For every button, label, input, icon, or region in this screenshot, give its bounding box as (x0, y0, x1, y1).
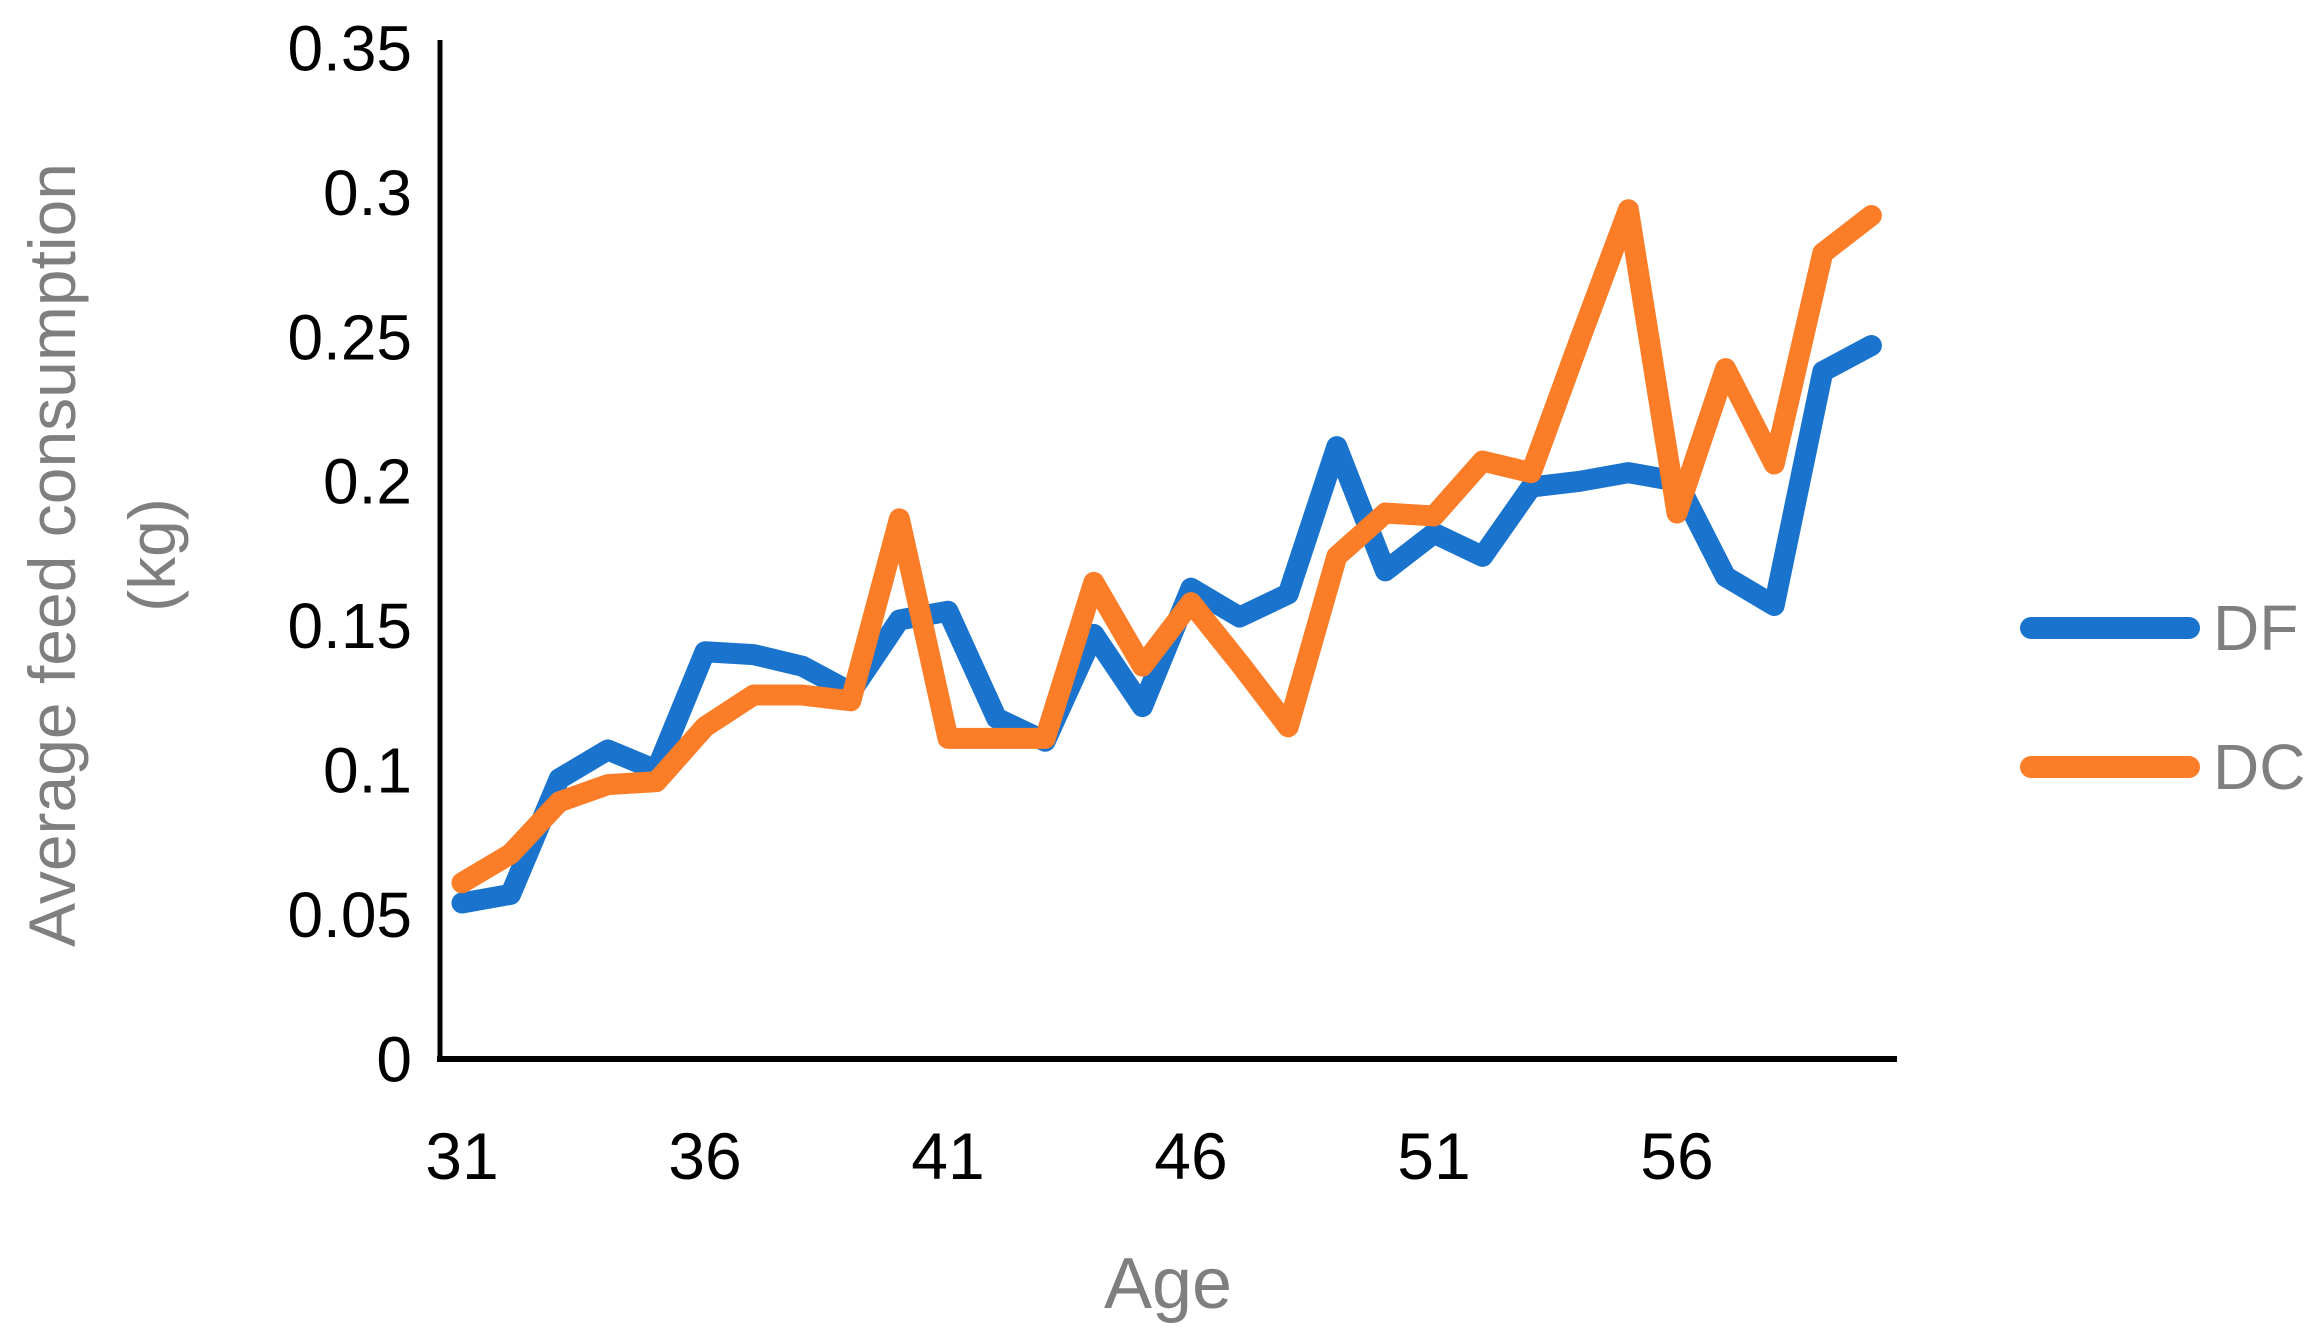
x-tick-label: 46 (1154, 1119, 1227, 1193)
legend-item-dc: DC (2020, 733, 2305, 801)
legend-label-df: DF (2213, 592, 2299, 664)
y-tick-label: 0.15 (287, 590, 412, 662)
legend-item-df: DF (2020, 594, 2298, 662)
dc-line-swatch (2020, 756, 2200, 778)
x-tick-label: 41 (911, 1119, 984, 1193)
x-tick-label: 36 (668, 1119, 741, 1193)
y-tick-label: 0.1 (323, 735, 412, 807)
y-axis-title: Average feed consumption (15, 163, 89, 947)
y-tick-label: 0 (376, 1023, 412, 1095)
y-tick-label: 0.2 (323, 446, 412, 518)
x-tick-label: 51 (1397, 1119, 1470, 1193)
x-tick-label: 56 (1640, 1119, 1713, 1193)
df-line-swatch (2020, 617, 2200, 639)
y-axis-title-units: (kg) (115, 498, 189, 612)
y-tick-label: 0.05 (287, 879, 412, 951)
x-axis-title: Age (1103, 1244, 1233, 1324)
y-tick-label: 0.3 (323, 157, 412, 229)
y-tick-label: 0.35 (287, 12, 412, 84)
series-line-dc (451, 199, 1882, 894)
x-tick-label: 31 (425, 1119, 498, 1193)
legend-label-dc: DC (2213, 731, 2306, 803)
y-tick-label: 0.25 (287, 301, 412, 373)
